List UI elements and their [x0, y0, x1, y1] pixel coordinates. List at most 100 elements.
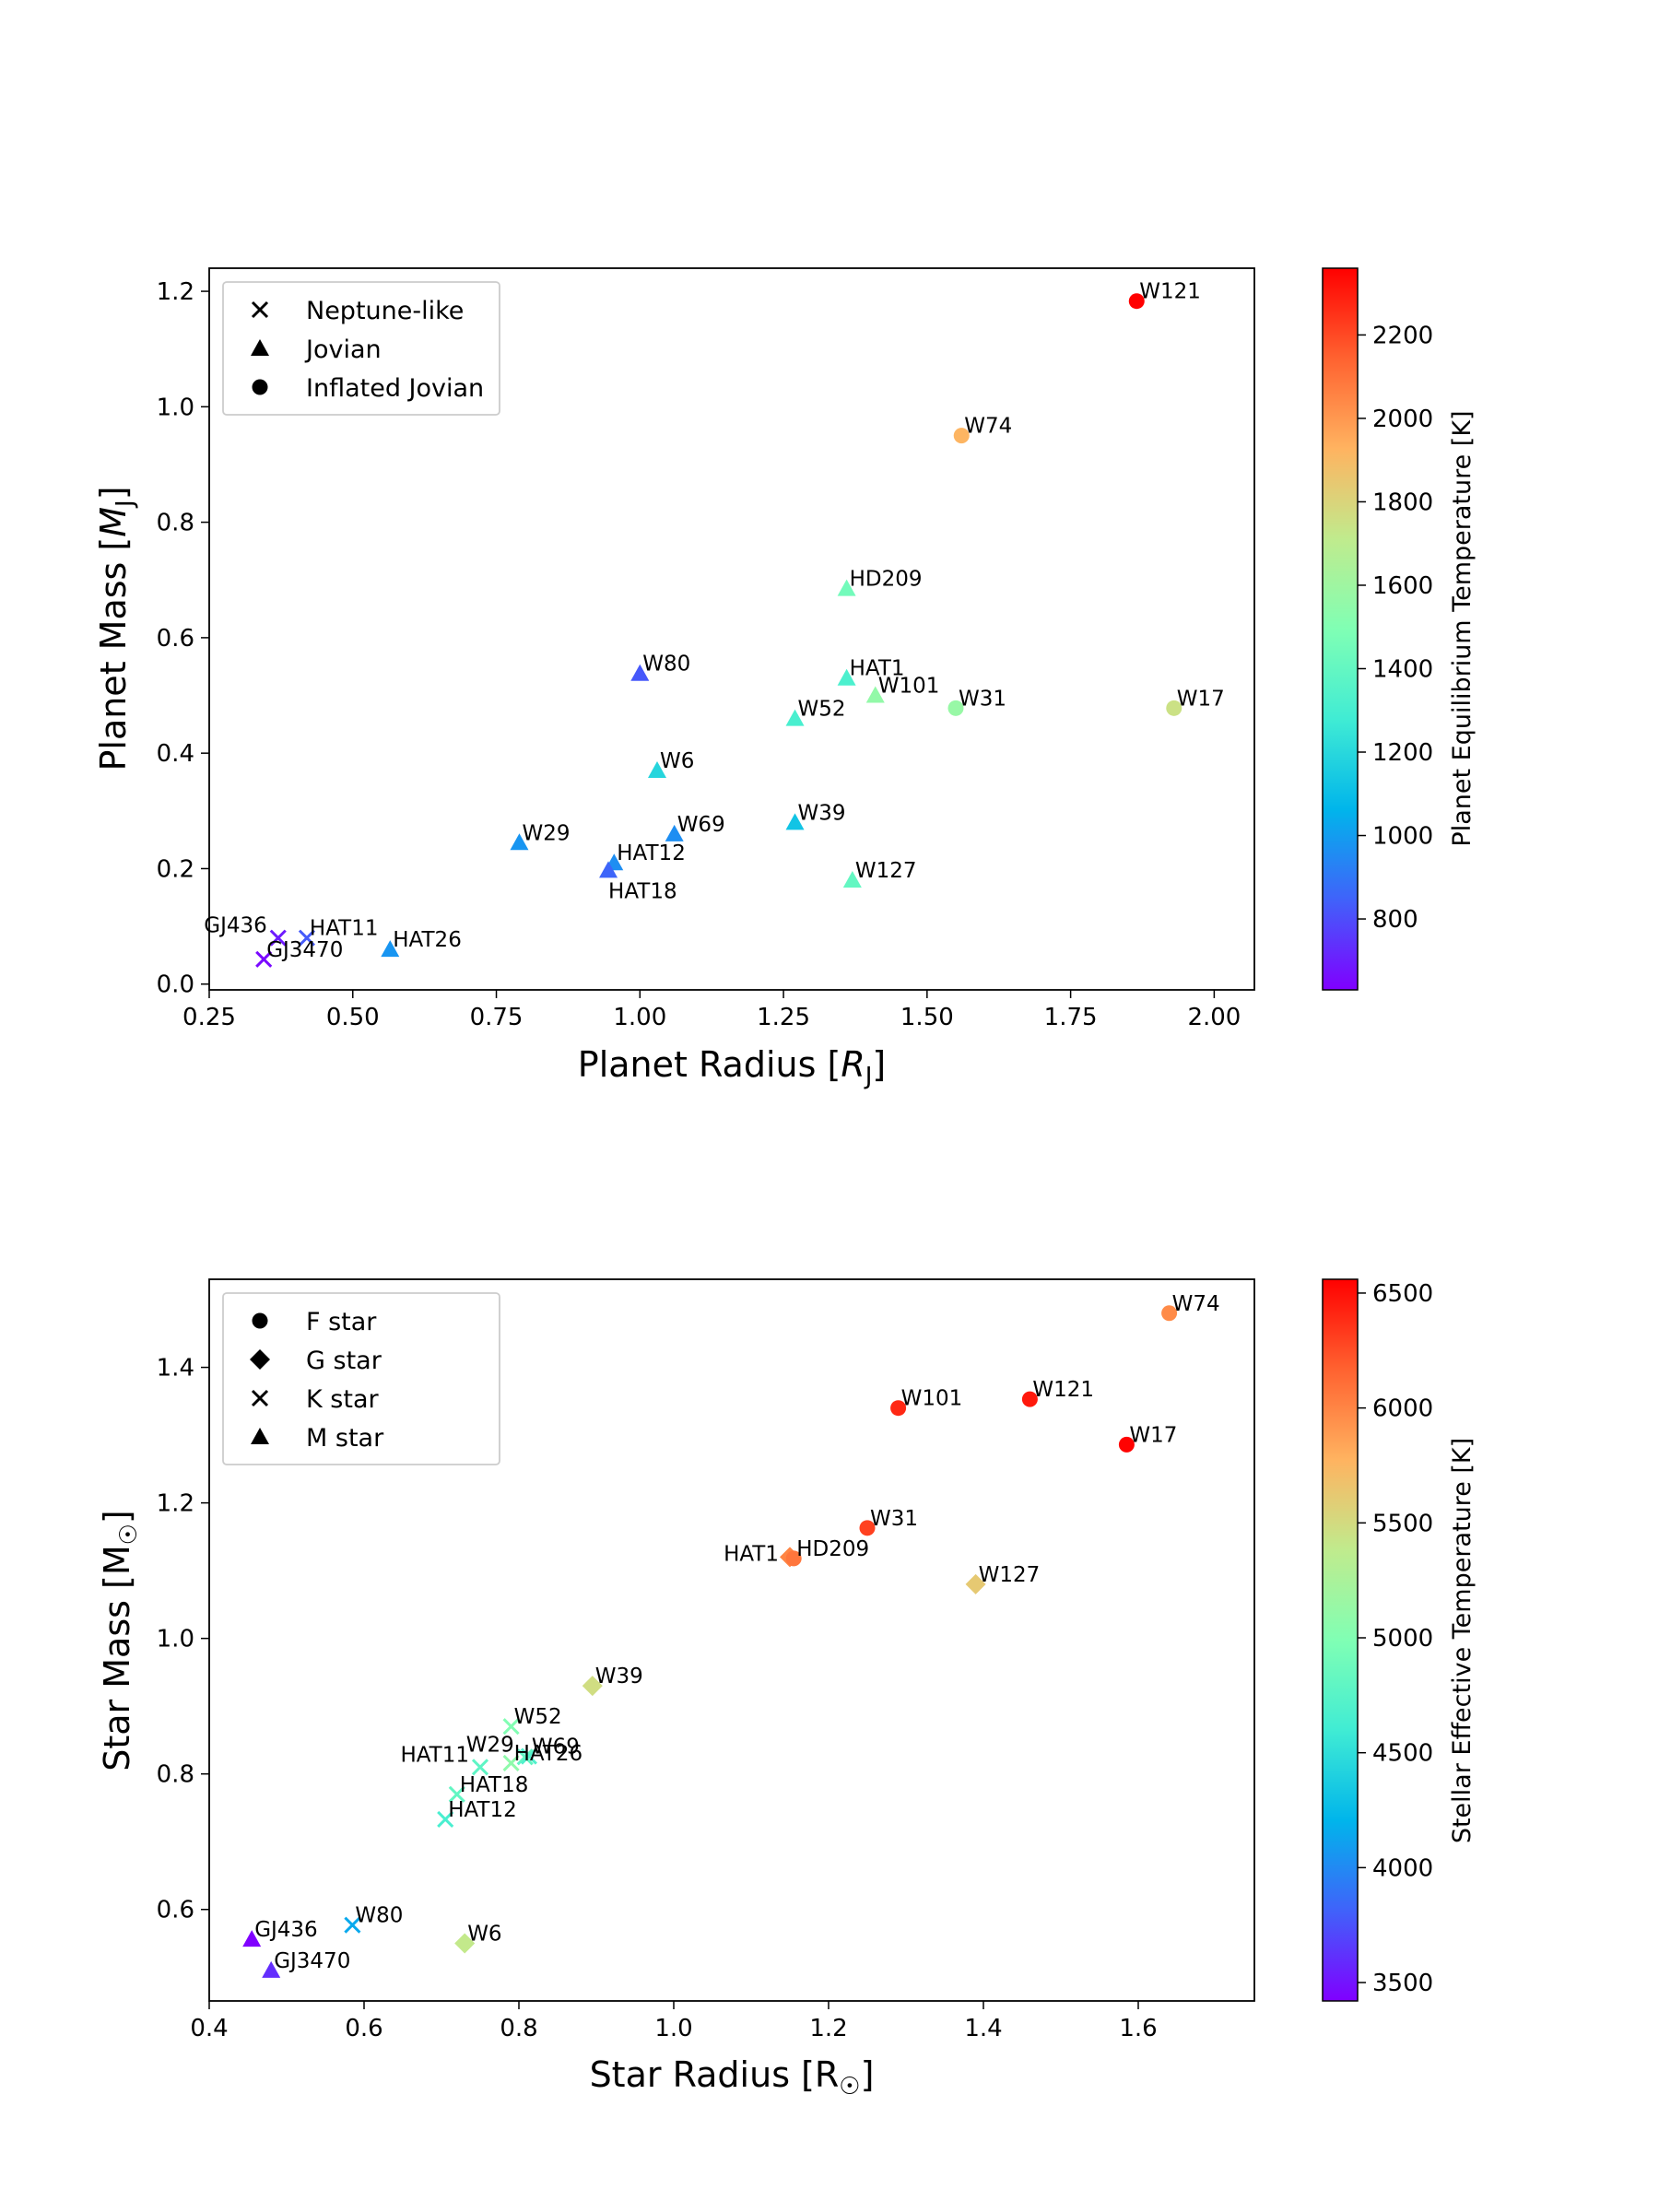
colorbar-tick-label: 1200: [1372, 739, 1433, 767]
x-tick-label: 1.50: [900, 1004, 954, 1031]
y-axis-label: Star Mass [M☉]: [97, 1510, 143, 1771]
y-tick-label: 0.6: [157, 625, 194, 653]
data-point-w121: [1021, 1391, 1038, 1407]
colorbar: 800 1000 1200 1400 1600 1800 2000 2200 Planet E…: [1322, 267, 1477, 991]
point-label: W52: [798, 698, 846, 722]
legend-label: Neptune-like: [306, 297, 464, 325]
data-point-w101: [890, 1400, 907, 1417]
point-label: W17: [1177, 687, 1225, 711]
x-tick-label: 1.25: [757, 1004, 810, 1031]
point-label: W80: [355, 1904, 403, 1928]
y-tick-label: 0.4: [157, 740, 194, 768]
legend-label: Jovian: [304, 335, 382, 364]
colorbar-tick-label: 1800: [1372, 488, 1433, 516]
point-label: HD209: [796, 1537, 869, 1561]
legend-marker-triangle: [251, 339, 269, 356]
point-label: GJ3470: [274, 1949, 350, 1973]
planet-panel: 0.25 0.50 0.75 1.00 1.25 1.50 1.75 2.00 0.00.20…: [93, 267, 1477, 1090]
y-tick-label: 1.2: [157, 1490, 194, 1518]
legend-marker-circle: [252, 1312, 268, 1329]
colorbar-tick-label: 4000: [1372, 1854, 1433, 1882]
y-tick-label: 0.0: [157, 971, 194, 999]
data-point-hd209: [785, 1550, 802, 1567]
legend-marker-x: [251, 300, 269, 319]
point-label: W52: [514, 1705, 562, 1729]
data-point-hat26: [381, 940, 400, 958]
point-label: GJ436: [204, 914, 267, 938]
y-tick-label: 1.0: [157, 394, 194, 421]
data-point-hat18: [599, 861, 618, 878]
point-label: W29: [466, 1733, 514, 1757]
point-label: HAT12: [448, 1798, 517, 1822]
point-label: W39: [798, 801, 846, 825]
point-label: W101: [878, 675, 940, 699]
colorbar-gradient: [1322, 267, 1359, 991]
point-label: W31: [959, 687, 1006, 711]
x-axis: 0.25 0.50 0.75 1.00 1.25 1.50 1.75 2.00: [182, 990, 1241, 1031]
legend-label: K star: [306, 1385, 379, 1414]
point-label: GJ436: [254, 1918, 318, 1942]
x-tick-label: 0.75: [470, 1004, 524, 1031]
point-label: W74: [1172, 1292, 1220, 1316]
colorbar-tick-label: 6000: [1372, 1395, 1433, 1423]
legend-label: G star: [306, 1347, 382, 1375]
data-point-hat12: [437, 1810, 454, 1829]
colorbar-tick-label: 2000: [1372, 406, 1433, 433]
point-label: W74: [964, 415, 1012, 439]
data-point-w74: [1161, 1305, 1178, 1322]
y-tick-label: 1.4: [157, 1355, 194, 1382]
x-axis-label: Star Radius [R☉]: [590, 2054, 875, 2100]
point-label: GJ3470: [266, 938, 343, 962]
data-point-w74: [953, 428, 970, 444]
point-label: W101: [901, 1387, 963, 1411]
data-point-w127: [965, 1573, 986, 1594]
data-point-w17: [1118, 1436, 1135, 1453]
data-point-hat18: [448, 1785, 465, 1803]
data-point-hat11: [471, 1759, 489, 1776]
colorbar-tick-label: 1400: [1372, 655, 1433, 683]
data-point-w39: [582, 1676, 603, 1697]
data-point-w29: [516, 1748, 534, 1766]
y-tick-label: 0.8: [157, 510, 194, 537]
point-label: W6: [660, 749, 694, 773]
x-tick-label: 0.8: [500, 2015, 537, 2042]
colorbar-tick-label: 6500: [1372, 1280, 1433, 1308]
y-axis: 0.0 0.2 0.4 0.6 0.8 1.0 1.2: [157, 278, 209, 999]
data-point-w17: [1166, 700, 1182, 716]
y-tick-label: 0.2: [157, 855, 194, 883]
legend-marker-triangle: [251, 1428, 269, 1444]
x-tick-label: 1.6: [1119, 2015, 1157, 2042]
legend-marker-diamond: [250, 1349, 270, 1370]
colorbar-tick-label: 2200: [1372, 322, 1433, 349]
point-label: HAT18: [608, 879, 677, 903]
x-tick-label: 1.4: [964, 2015, 1002, 2042]
y-tick-label: 1.2: [157, 278, 194, 306]
point-label: HAT1: [850, 657, 905, 681]
point-label: HAT11: [310, 917, 379, 941]
legend: F star G star K star M star: [222, 1292, 500, 1465]
point-label: W17: [1129, 1423, 1177, 1447]
x-tick-label: 0.4: [190, 2015, 228, 2042]
point-label: W69: [532, 1735, 580, 1759]
x-tick-label: 0.50: [326, 1004, 380, 1031]
colorbar-label: Planet Equilibrium Temperature [K]: [1448, 410, 1477, 846]
x-tick-label: 0.6: [345, 2015, 382, 2042]
x-axis: 0.4 0.6 0.8 1.0 1.2 1.4 1.6: [190, 2001, 1158, 2042]
colorbar: 3500 4000 4500 5000 5500 6000 6500 Stellar Eff…: [1322, 1278, 1477, 2002]
point-label: HAT18: [460, 1773, 529, 1797]
data-point-w31: [859, 1520, 876, 1536]
data-point-w29: [510, 833, 529, 851]
data-point-w80: [630, 664, 650, 681]
data-point-hat1: [837, 668, 856, 686]
data-point-w31: [947, 700, 964, 716]
data-point-hd209: [837, 579, 856, 596]
point-label: W39: [595, 1665, 643, 1688]
legend-box: [222, 1292, 500, 1465]
legend-marker-circle: [252, 379, 268, 395]
legend: Neptune-like Jovian Inflated Jovian: [222, 281, 500, 416]
colorbar-tick-label: 800: [1372, 906, 1418, 934]
data-point-gj3470: [262, 1960, 281, 1978]
data-point-w52: [502, 1718, 520, 1735]
legend-label: F star: [306, 1308, 377, 1336]
